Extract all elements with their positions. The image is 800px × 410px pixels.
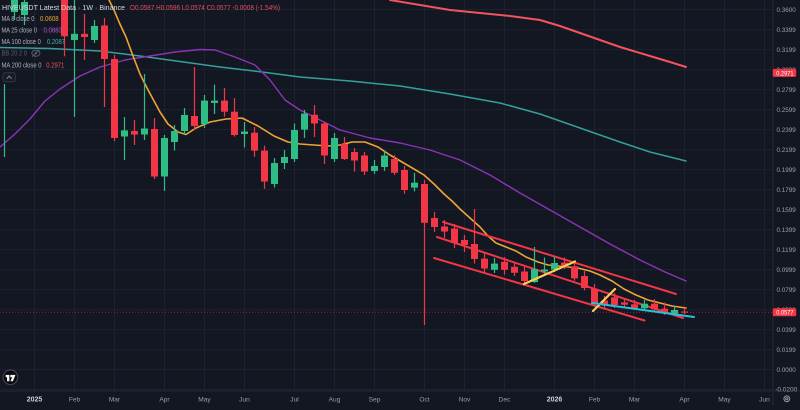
svg-text:May: May (198, 396, 211, 403)
svg-text:2025: 2025 (27, 396, 43, 403)
svg-text:2026: 2026 (547, 396, 563, 403)
svg-text:0.0577: 0.0577 (776, 310, 793, 317)
svg-text:0.0799: 0.0799 (777, 287, 796, 294)
svg-text:Nov: Nov (459, 396, 471, 403)
svg-text:0.3600: 0.3600 (777, 7, 796, 14)
svg-text:0.1399: 0.1399 (777, 227, 796, 234)
svg-text:0.2971: 0.2971 (776, 70, 793, 77)
svg-text:MA 25 close 0: MA 25 close 0 (2, 26, 38, 35)
svg-text:0.0883: 0.0883 (44, 26, 63, 35)
svg-text:0.2799: 0.2799 (777, 87, 796, 94)
svg-text:Apr: Apr (159, 396, 170, 403)
svg-text:BB 20 2 0: BB 20 2 0 (2, 49, 28, 58)
svg-text:0.1599: 0.1599 (777, 207, 796, 214)
svg-text:Feb: Feb (69, 396, 81, 403)
svg-text:-0.0200: -0.0200 (775, 387, 797, 394)
svg-text:Oct: Oct (419, 396, 429, 403)
svg-text:Jun: Jun (239, 396, 250, 403)
svg-text:MA 200 close 0: MA 200 close 0 (2, 60, 42, 69)
svg-text:0.0000: 0.0000 (777, 367, 796, 374)
svg-text:0.0399: 0.0399 (777, 327, 796, 334)
svg-text:O0.0587 H0.0596 L0.0574 C0.057: O0.0587 H0.0596 L0.0574 C0.0577 -0.0008 … (130, 3, 280, 12)
svg-text:0.1999: 0.1999 (777, 167, 796, 174)
svg-text:0.0608: 0.0608 (40, 14, 59, 23)
svg-text:Mar: Mar (629, 396, 641, 403)
svg-text:0.3199: 0.3199 (777, 47, 796, 54)
svg-text:0.0999: 0.0999 (777, 267, 796, 274)
svg-text:HIVEUSDT Latest Data · 1W · Bi: HIVEUSDT Latest Data · 1W · Binance (2, 3, 125, 12)
svg-text:0.2399: 0.2399 (777, 127, 796, 134)
svg-text:May: May (718, 396, 731, 403)
svg-text:0.2087: 0.2087 (47, 37, 65, 46)
svg-text:0.2599: 0.2599 (777, 107, 796, 114)
svg-text:0.2971: 0.2971 (46, 60, 64, 69)
svg-text:Apr: Apr (679, 396, 690, 403)
svg-text:Feb: Feb (589, 396, 601, 403)
svg-text:Mar: Mar (109, 396, 121, 403)
svg-text:Aug: Aug (329, 396, 341, 403)
svg-text:0.0199: 0.0199 (777, 347, 796, 354)
svg-text:MA 100 close 0: MA 100 close 0 (2, 37, 41, 46)
svg-text:Dec: Dec (499, 396, 511, 403)
svg-text:Sep: Sep (369, 396, 381, 403)
svg-text:Jul: Jul (290, 396, 299, 403)
svg-text:MA 8 close 0: MA 8 close 0 (2, 14, 35, 23)
svg-text:Jun: Jun (759, 396, 770, 403)
svg-text:0.2199: 0.2199 (777, 147, 796, 154)
svg-text:0.1799: 0.1799 (777, 187, 796, 194)
svg-text:0.1199: 0.1199 (777, 247, 796, 254)
svg-text:0.3399: 0.3399 (777, 27, 796, 34)
